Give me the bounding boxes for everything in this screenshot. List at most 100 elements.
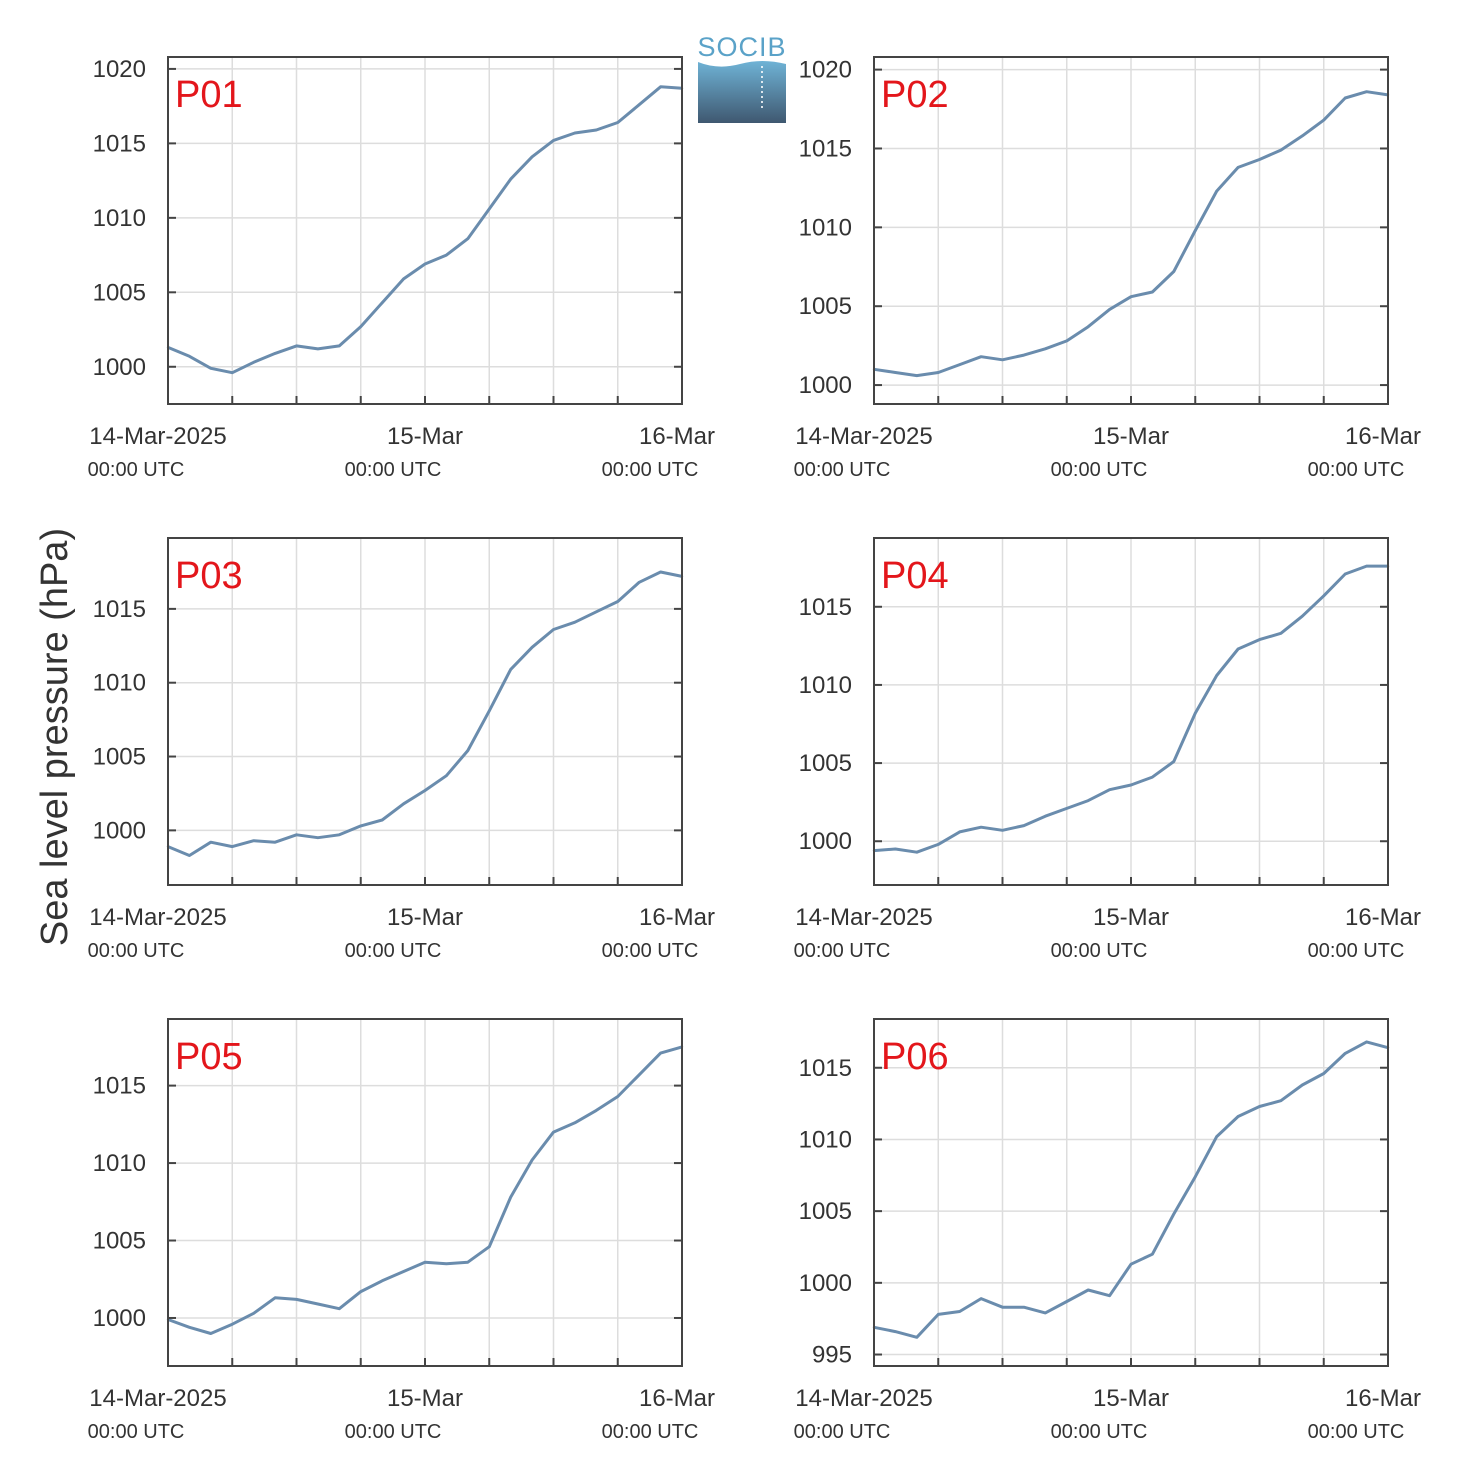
y-tick-label: 1000: [799, 372, 852, 399]
data-point: [423, 1261, 427, 1264]
data-point: [209, 840, 213, 844]
data-point: [231, 371, 234, 374]
data-point: [530, 155, 534, 158]
data-point: [1108, 308, 1111, 311]
data-point: [1172, 760, 1176, 763]
socib-logo-text: SOCIB: [697, 32, 786, 62]
y-tick-label: 1000: [93, 354, 146, 381]
data-point: [595, 128, 598, 132]
data-point: [1322, 594, 1325, 598]
data-point: [380, 818, 384, 822]
data-point: [1001, 829, 1004, 832]
data-point: [359, 325, 362, 328]
data-point: [1086, 799, 1090, 802]
x-tick-label: 14-Mar-2025: [795, 423, 932, 450]
y-tick-label: 1015: [799, 1055, 852, 1082]
data-point: [316, 347, 320, 351]
data-point: [466, 237, 470, 240]
y-tick-label: 1015: [93, 596, 146, 623]
data-point: [1022, 353, 1026, 357]
data-point: [1194, 229, 1197, 232]
data-point: [530, 1158, 534, 1162]
x-tick-sublabel: 00:00 UTC: [88, 459, 185, 481]
x-tick-label: 15-Mar: [1093, 904, 1169, 931]
y-tick-label: 1020: [93, 56, 146, 83]
y-tick-label: 1010: [799, 214, 852, 241]
panels: 1000 1005 1010 1015 1020 14-Mar-2025 00:00 UTC…: [88, 56, 1421, 1443]
data-point: [466, 749, 470, 752]
data-point: [1258, 158, 1261, 161]
data-point: [595, 1109, 598, 1112]
data-point: [1343, 572, 1347, 576]
data-point: [979, 825, 983, 829]
data-point: [552, 1130, 555, 1134]
data-point: [1086, 325, 1090, 328]
data-point: [1086, 1288, 1090, 1292]
data-point: [1365, 90, 1368, 93]
data-point: [1279, 632, 1283, 635]
data-point: [894, 847, 897, 851]
data-point: [937, 843, 940, 846]
data-point: [1258, 1105, 1261, 1108]
data-point: [958, 1310, 961, 1313]
data-point: [979, 1297, 983, 1300]
data-point: [188, 355, 191, 358]
y-tick-label: 1020: [799, 57, 852, 84]
data-point: [1022, 1306, 1026, 1309]
data-point: [1172, 1212, 1176, 1216]
data-point: [380, 1279, 384, 1282]
panel-p04: 1000 1005 1010 1015 14-Mar-2025 00:00 UTC 15-M…: [794, 537, 1421, 962]
y-tick-label: 1005: [799, 293, 852, 320]
data-point: [958, 830, 961, 834]
data-point: [188, 1326, 191, 1329]
panel-p02: 1000 1005 1010 1015 1020 14-Mar-2025 00:00 UTC…: [794, 56, 1421, 481]
data-point: [295, 1298, 298, 1301]
data-point: [209, 367, 213, 370]
data-point: [573, 131, 577, 135]
data-point: [402, 277, 405, 281]
data-point: [466, 1261, 470, 1264]
data-point: [1301, 1083, 1304, 1087]
data-point: [552, 139, 555, 142]
y-tick-label: 1010: [93, 205, 146, 232]
x-tick-sublabel: 00:00 UTC: [602, 940, 699, 962]
panel-label: P05: [175, 1036, 243, 1078]
data-point: [445, 1262, 448, 1265]
data-point: [616, 1095, 619, 1098]
data-point: [359, 1290, 362, 1293]
x-tick-label: 15-Mar: [387, 423, 463, 450]
x-tick-sublabel: 00:00 UTC: [794, 459, 891, 481]
data-point: [637, 103, 641, 106]
x-tick-sublabel: 00:00 UTC: [794, 940, 891, 962]
x-tick-label: 14-Mar-2025: [795, 904, 932, 931]
y-tick-label: 1000: [93, 817, 146, 844]
data-point: [659, 85, 662, 88]
x-tick-label: 16-Mar: [639, 423, 715, 450]
x-tick-sublabel: 00:00 UTC: [1051, 940, 1148, 962]
data-point: [979, 355, 983, 358]
data-point: [937, 371, 940, 374]
data-point: [958, 363, 961, 366]
data-point: [488, 1245, 491, 1248]
data-point: [1215, 189, 1218, 193]
data-point: [1065, 1300, 1068, 1303]
data-point: [295, 833, 298, 836]
data-point: [1343, 1052, 1347, 1055]
data-point: [509, 668, 512, 671]
data-point: [1279, 148, 1283, 152]
y-tick-label: 1015: [799, 594, 852, 621]
data-point: [273, 840, 277, 844]
data-point: [915, 374, 919, 377]
data-point: [1001, 358, 1004, 362]
y-tick-label: 1010: [799, 672, 852, 699]
data-point: [1001, 1306, 1004, 1309]
y-tick-label: 1000: [93, 1305, 146, 1332]
data-point: [338, 1307, 341, 1310]
x-tick-sublabel: 00:00 UTC: [88, 940, 185, 962]
data-point: [1129, 783, 1133, 787]
data-point: [552, 628, 555, 631]
y-tick-label: 1010: [799, 1126, 852, 1153]
y-tick-label: 1000: [799, 1270, 852, 1297]
data-point: [894, 371, 897, 374]
